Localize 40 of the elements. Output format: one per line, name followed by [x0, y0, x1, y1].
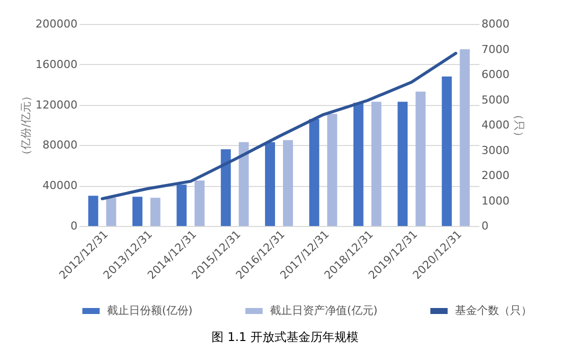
- legend-label: 截止日份额(亿份): [107, 304, 193, 317]
- y2-axis-title: （只）: [512, 109, 526, 142]
- y-tick-label: 0: [70, 220, 78, 232]
- bar: [176, 184, 187, 226]
- caption: 图 1.1 开放式基金历年规模: [210, 329, 360, 346]
- legend-label: 基金个数（只）: [455, 304, 532, 317]
- y2-tick-label: 5000: [482, 93, 510, 106]
- y-tick-label: 120000: [36, 98, 78, 112]
- bar: [132, 196, 142, 226]
- bar: [416, 92, 426, 226]
- y2-tick-label: 2000: [482, 169, 510, 182]
- bar: [442, 76, 452, 226]
- bar: [150, 198, 160, 226]
- y-tick-label: 200000: [36, 18, 78, 30]
- bar: [460, 49, 470, 226]
- bar: [327, 114, 338, 226]
- y2-tick-label: 4000: [482, 118, 510, 132]
- bar: [282, 140, 293, 226]
- y2-tick-label: 3000: [482, 144, 510, 157]
- bar: [194, 180, 205, 226]
- bar: [220, 149, 231, 226]
- y2-tick-label: 6000: [482, 68, 510, 81]
- bar: [88, 196, 98, 226]
- y2-tick-label: 0: [482, 220, 488, 232]
- bar: [398, 102, 408, 226]
- bar: [353, 102, 364, 226]
- line-series: [100, 52, 458, 200]
- legend-label: 截止日资产净值(亿元): [270, 304, 378, 317]
- y-axis-title: （亿份/亿元）: [20, 90, 33, 160]
- y2-tick-label: 1000: [482, 194, 510, 208]
- bar: [371, 102, 382, 226]
- y-tick-label: 80000: [42, 138, 78, 152]
- bar: [265, 142, 276, 226]
- bar: [106, 198, 116, 226]
- bar: [309, 118, 320, 226]
- y-tick-label: 40000: [42, 179, 78, 192]
- y2-tick-label: 7000: [482, 42, 510, 56]
- bar: [238, 142, 249, 226]
- y-tick-label: 160000: [36, 58, 78, 71]
- y2-tick-label: 8000: [482, 18, 510, 30]
